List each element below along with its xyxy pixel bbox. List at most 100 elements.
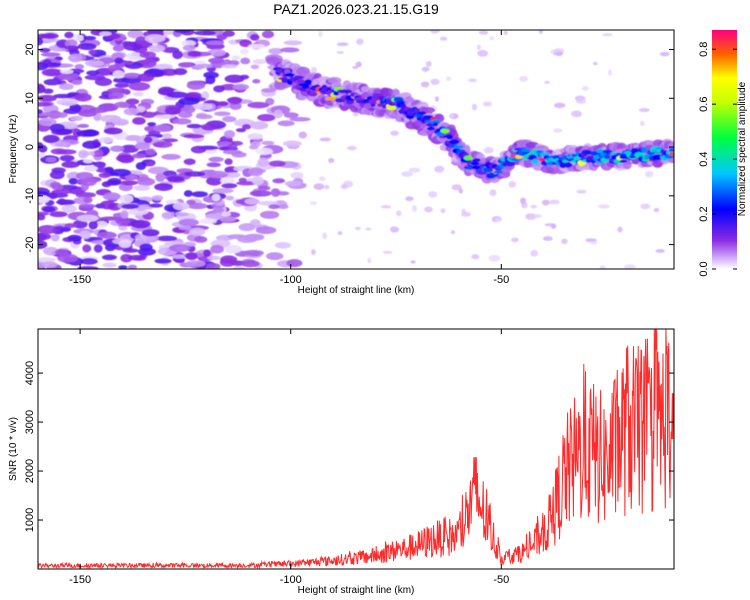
heatmap-cell [128, 82, 151, 91]
heatmap-cell [49, 123, 65, 133]
heatmap-cell [653, 207, 660, 213]
spectrogram-plot: -150 -100 -50 20 10 0 -10 -20 Height of straig… [8, 29, 675, 296]
heatmap-cell [39, 37, 60, 43]
heatmap-cell [363, 103, 374, 109]
heatmap-cell [249, 144, 259, 150]
heatmap-cell [282, 140, 302, 147]
heatmap-cell [207, 170, 228, 179]
heatmap-cell [173, 30, 191, 34]
heatmap-cell [277, 120, 295, 127]
heatmap-cell [557, 158, 564, 164]
heatmap-cell [147, 166, 169, 175]
heatmap-cell [56, 112, 68, 118]
heatmap-cell [76, 266, 99, 269]
heatmap-cell [530, 204, 538, 209]
heatmap-cell [425, 60, 432, 67]
heatmap-cell [227, 96, 242, 105]
heatmap-cell [641, 146, 648, 153]
heatmap-cell [174, 258, 185, 264]
heatmap-cell [244, 198, 260, 205]
heatmap-cell [83, 165, 98, 172]
heatmap-cell [84, 74, 106, 81]
heatmap-cell [205, 75, 216, 85]
heatmap-cell [82, 158, 94, 164]
heatmap-cell [162, 133, 172, 139]
heatmap-cell [261, 140, 275, 146]
heatmap-cell [38, 94, 57, 102]
heatmap-cell [525, 213, 537, 220]
heatmap-cell [474, 158, 481, 162]
heatmap-cell [214, 111, 231, 117]
heatmap-cell [429, 30, 440, 34]
heatmap-cell [182, 44, 196, 51]
heatmap-cell [156, 235, 178, 242]
heatmap-cell [98, 136, 114, 144]
heatmap-cell [382, 250, 393, 254]
heatmap-cell [411, 205, 418, 213]
heatmap-cell [114, 82, 130, 88]
heatmap-cell [548, 199, 560, 205]
heatmap-cell [484, 168, 494, 173]
heatmap-cell [247, 101, 270, 109]
heatmap-cell [552, 51, 564, 56]
heatmap-cell [40, 52, 61, 57]
heatmap-cell [119, 194, 134, 204]
heatmap-cell [71, 79, 83, 86]
heatmap-cell [127, 264, 138, 269]
heatmap-cell [148, 203, 164, 208]
heatmap-cell [231, 55, 241, 61]
heatmap-cell [55, 249, 69, 257]
heatmap-cell [461, 208, 466, 214]
heatmap-cell [132, 117, 146, 125]
heatmap-cell [206, 176, 223, 186]
snr-x-label: Height of straight line (km) [298, 585, 415, 596]
heatmap-cell [166, 176, 185, 183]
heatmap-cell [194, 63, 214, 69]
heatmap-cell [141, 229, 160, 237]
heatmap-cell [118, 265, 128, 269]
heatmap-cell [124, 60, 134, 66]
heatmap-cell [252, 78, 261, 84]
heatmap-cell [67, 234, 82, 242]
heatmap-cell [109, 168, 132, 177]
heatmap-cell [213, 85, 225, 93]
colorbar-label: Normalized spectral amplitude [737, 81, 748, 216]
x-tick-label: -150 [69, 274, 91, 286]
heatmap-cell [449, 112, 455, 119]
heatmap-cell [430, 119, 441, 125]
heatmap-cell [488, 254, 501, 262]
heatmap-cell [134, 142, 151, 150]
heatmap-cell [191, 191, 208, 198]
heatmap-cell [224, 158, 233, 165]
heatmap-cell [118, 239, 132, 248]
heatmap-cell [64, 223, 77, 229]
heatmap-cell [114, 57, 124, 64]
heatmap-cell [668, 152, 674, 156]
heatmap-cell [38, 144, 48, 153]
heatmap-cell [336, 50, 344, 54]
heatmap-cell [45, 157, 57, 163]
heatmap-cell [42, 88, 54, 94]
heatmap-cell [61, 161, 80, 169]
heatmap-cell [108, 92, 125, 100]
x-tick-label: -50 [493, 274, 509, 286]
heatmap-cell [222, 116, 237, 123]
heatmap-cell [249, 190, 272, 197]
heatmap-cell [309, 201, 317, 206]
heatmap-cell [121, 203, 140, 210]
heatmap-cell [110, 145, 125, 152]
heatmap-cell [38, 195, 50, 204]
heatmap-cell [74, 93, 92, 102]
heatmap-cell [240, 260, 260, 268]
heatmap-cell [424, 119, 433, 123]
heatmap-cell [120, 210, 129, 219]
heatmap-cell [206, 162, 221, 168]
heatmap-cell [145, 148, 156, 156]
heatmap-cell [124, 135, 143, 141]
heatmap-cell [143, 136, 153, 144]
snr-y-label: SNR (10 * v/v) [8, 417, 19, 481]
heatmap-cell [354, 226, 361, 231]
heatmap-cell [99, 216, 121, 221]
heatmap-cell [140, 111, 157, 118]
heatmap-cell [154, 63, 173, 70]
